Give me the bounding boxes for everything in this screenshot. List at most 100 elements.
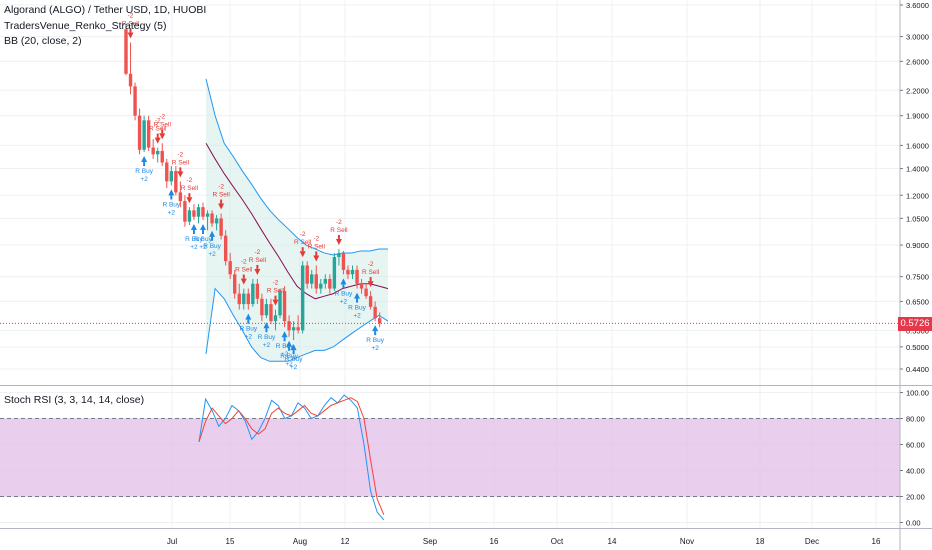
- buy-arrow: [190, 224, 197, 231]
- price-tick-label: 0.4400: [906, 365, 929, 374]
- buy-signal-value: +2: [208, 251, 216, 258]
- rsi-tick-label: 20.00: [906, 493, 925, 502]
- candle-body: [242, 293, 246, 305]
- sell-signal-label: R Sell: [212, 191, 230, 198]
- buy-arrow-stem: [292, 350, 295, 355]
- candle-body: [287, 321, 291, 331]
- buy-signal-value: +2: [340, 298, 348, 305]
- buy-arrow: [290, 344, 297, 351]
- buy-signal-label: R Buy: [348, 305, 366, 312]
- chart-title[interactable]: Algorand (ALGO) / Tether USD, 1D, HUOBI: [4, 4, 207, 16]
- time-tick-label: Nov: [680, 537, 694, 546]
- sell-signal-label: R Sell: [330, 227, 348, 234]
- candle-body: [377, 318, 382, 324]
- buy-signal-value: +2: [140, 176, 148, 183]
- stoch-d-line: [198, 397, 385, 515]
- sell-arrow-stem: [274, 295, 277, 300]
- candle-body: [346, 269, 350, 275]
- candle-body: [373, 306, 377, 319]
- buy-arrow-stem: [143, 162, 146, 167]
- time-tick-label: Sep: [423, 537, 438, 546]
- candle-body: [305, 265, 309, 284]
- indicator-bb-label[interactable]: BB (20, close, 2): [4, 35, 82, 47]
- sell-signal-label: R Sell: [149, 126, 167, 133]
- candle-body: [323, 278, 328, 284]
- time-tick-label: 16: [490, 537, 499, 546]
- candle-body: [205, 213, 210, 217]
- candle-body: [282, 291, 287, 322]
- buy-arrow: [286, 340, 293, 347]
- price-tick-label: 0.6500: [906, 297, 929, 306]
- price-tick-label: 0.7500: [906, 273, 929, 282]
- indicator-renko-label[interactable]: TradersVenue_Renko_Strategy (5): [4, 20, 167, 32]
- candle-body: [368, 296, 373, 307]
- candle-body: [192, 210, 196, 217]
- buy-arrow-stem: [265, 328, 268, 333]
- stoch-rsi-lines: [198, 394, 385, 521]
- buy-arrow: [263, 322, 270, 329]
- rsi-tick-label: 60.00: [906, 441, 925, 450]
- candle-body: [201, 207, 205, 217]
- price-tick-label: 3.6000: [906, 1, 929, 10]
- time-tick-label: 18: [756, 537, 765, 546]
- sell-signal-value: -2: [254, 249, 260, 256]
- price-tick-label: 1.4000: [906, 165, 929, 174]
- sell-signal-value: -2: [313, 235, 319, 242]
- candle-body: [237, 293, 241, 305]
- sell-arrow-stem: [337, 234, 340, 239]
- price-tick-label: 0.9000: [906, 241, 929, 250]
- bb-lower-line: [205, 287, 389, 362]
- price-tick-label: 2.2000: [906, 86, 929, 95]
- buy-signal-label: R Buy: [285, 356, 303, 363]
- sell-signal-label: R Sell: [172, 159, 190, 166]
- time-tick-label: 16: [872, 537, 881, 546]
- candle-body: [169, 171, 173, 182]
- candle-body: [359, 283, 364, 289]
- buy-signal-label: R Buy: [335, 290, 353, 297]
- candle-body: [273, 315, 278, 322]
- sell-arrow-stem: [161, 129, 164, 134]
- buy-signal-value: +2: [281, 351, 289, 358]
- price-tick-label: 2.6000: [906, 57, 929, 66]
- candle-body: [142, 120, 146, 150]
- candle-body: [146, 120, 151, 148]
- sell-arrow-stem: [369, 277, 372, 282]
- candle-body: [124, 29, 128, 74]
- buy-arrow: [200, 224, 207, 231]
- rsi-tick-label: 40.00: [906, 467, 925, 476]
- sell-arrow: [254, 268, 261, 275]
- price-tick-label: 1.2000: [906, 191, 929, 200]
- sell-signal-value: -2: [336, 219, 342, 226]
- candle-body: [160, 150, 164, 163]
- candle-body: [183, 201, 187, 222]
- time-tick-label: 12: [341, 537, 350, 546]
- buy-signal-value: +2: [353, 313, 361, 320]
- rsi-tick-label: 0.00: [906, 519, 921, 528]
- candle-body: [364, 288, 368, 297]
- indicator-stoch-rsi-label[interactable]: Stoch RSI (3, 3, 14, 14, close): [4, 394, 145, 406]
- candle-body: [255, 283, 260, 299]
- sell-arrow-stem: [315, 251, 318, 256]
- sell-arrow-stem: [179, 167, 182, 172]
- buy-arrow-stem: [356, 298, 359, 303]
- last-price-tag: 0.5726: [898, 317, 932, 331]
- candle-body: [165, 162, 169, 182]
- buy-arrow: [168, 189, 175, 196]
- rsi-tick-label: 80.00: [906, 415, 925, 424]
- stoch-rsi-band: [0, 418, 900, 497]
- sell-arrow: [240, 278, 247, 285]
- buy-signal-value: +2: [199, 244, 207, 251]
- candle-body: [296, 327, 300, 331]
- buy-signal-value: +2: [371, 345, 379, 352]
- buy-signal-label: R Buy: [276, 343, 294, 350]
- sell-arrow: [127, 32, 134, 39]
- price-tick-label: 3.0000: [906, 33, 929, 42]
- candle-body: [196, 207, 201, 217]
- sell-arrow: [177, 171, 184, 178]
- time-tick-label: 14: [608, 537, 617, 546]
- buy-arrow-stem: [247, 319, 250, 324]
- buy-arrow-stem: [202, 230, 205, 235]
- buy-signal-label: R Buy: [185, 236, 203, 243]
